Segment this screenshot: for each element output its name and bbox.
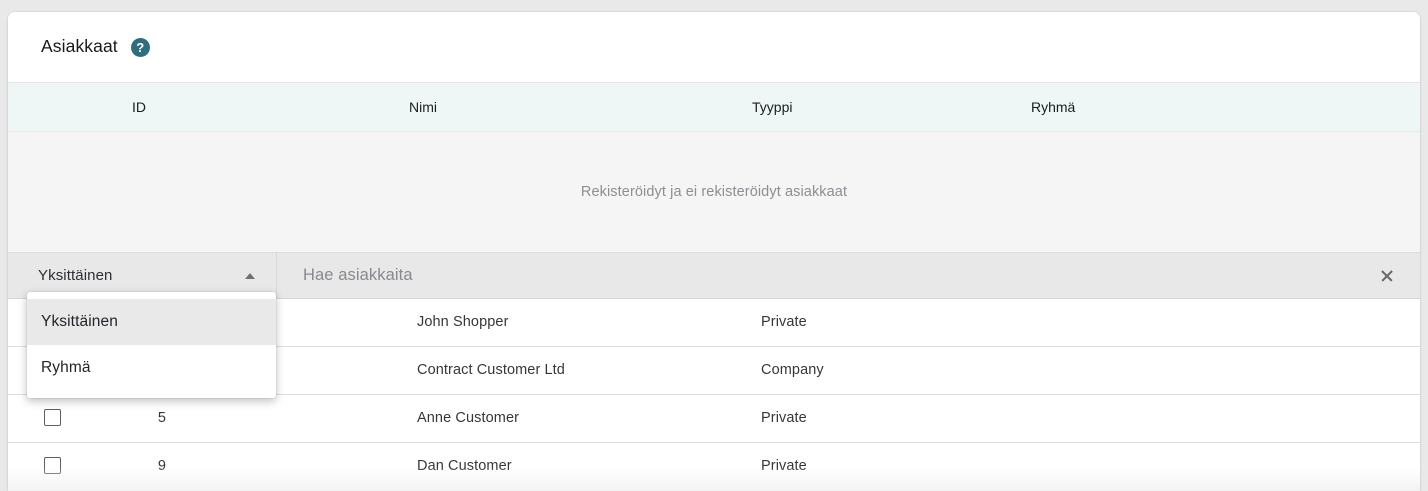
dropdown-option-yksittainen[interactable]: Yksittäinen [27, 299, 276, 345]
table-column-headers: ID Nimi Tyyppi Ryhmä [8, 83, 1420, 132]
column-header-nimi[interactable]: Nimi [409, 99, 437, 115]
cell-tyyppi: Company [761, 362, 824, 378]
page-title: Asiakkaat [41, 36, 118, 57]
cell-tyyppi: Private [761, 410, 807, 426]
customers-panel: Asiakkaat ? ID Nimi Tyyppi Ryhmä Rekiste… [8, 12, 1420, 491]
row-checkbox[interactable] [44, 457, 61, 474]
cell-nimi: John Shopper [417, 314, 509, 330]
dropdown-option-label: Yksittäinen [41, 313, 118, 330]
table-row[interactable]: 5 Anne Customer Private [8, 395, 1420, 443]
customer-type-select[interactable]: Yksittäinen [8, 252, 277, 299]
dropdown-option-ryhma[interactable]: Ryhmä [27, 345, 276, 391]
close-x-icon [1380, 269, 1394, 283]
column-header-tyyppi[interactable]: Tyyppi [752, 99, 793, 115]
row-checkbox[interactable] [44, 409, 61, 426]
table-description-text: Rekisteröidyt ja ei rekisteröidyt asiakk… [580, 184, 848, 200]
customer-type-select-value: Yksittäinen [38, 267, 113, 284]
cell-tyyppi: Private [761, 314, 807, 330]
panel-header: Asiakkaat ? [8, 12, 1420, 83]
cell-id: 5 [157, 410, 167, 426]
column-header-id[interactable]: ID [132, 99, 146, 115]
chevron-up-icon [245, 273, 255, 279]
search-field-wrapper [277, 252, 1354, 299]
customer-type-dropdown-menu: Yksittäinen Ryhmä [27, 292, 276, 398]
table-row[interactable]: 9 Dan Customer Private [8, 443, 1420, 491]
help-circle-icon[interactable]: ? [130, 37, 150, 57]
clear-search-button[interactable] [1354, 252, 1420, 299]
dropdown-option-label: Ryhmä [41, 359, 91, 376]
cell-nimi: Dan Customer [417, 458, 512, 474]
cell-tyyppi: Private [761, 458, 807, 474]
column-header-ryhma[interactable]: Ryhmä [1031, 99, 1076, 115]
filter-bar: Yksittäinen [8, 252, 1420, 299]
cell-nimi: Contract Customer Ltd [417, 362, 565, 378]
cell-id: 9 [157, 458, 167, 474]
table-description-area: Rekisteröidyt ja ei rekisteröidyt asiakk… [8, 132, 1420, 252]
search-input[interactable] [303, 266, 1354, 285]
cell-nimi: Anne Customer [417, 410, 520, 426]
